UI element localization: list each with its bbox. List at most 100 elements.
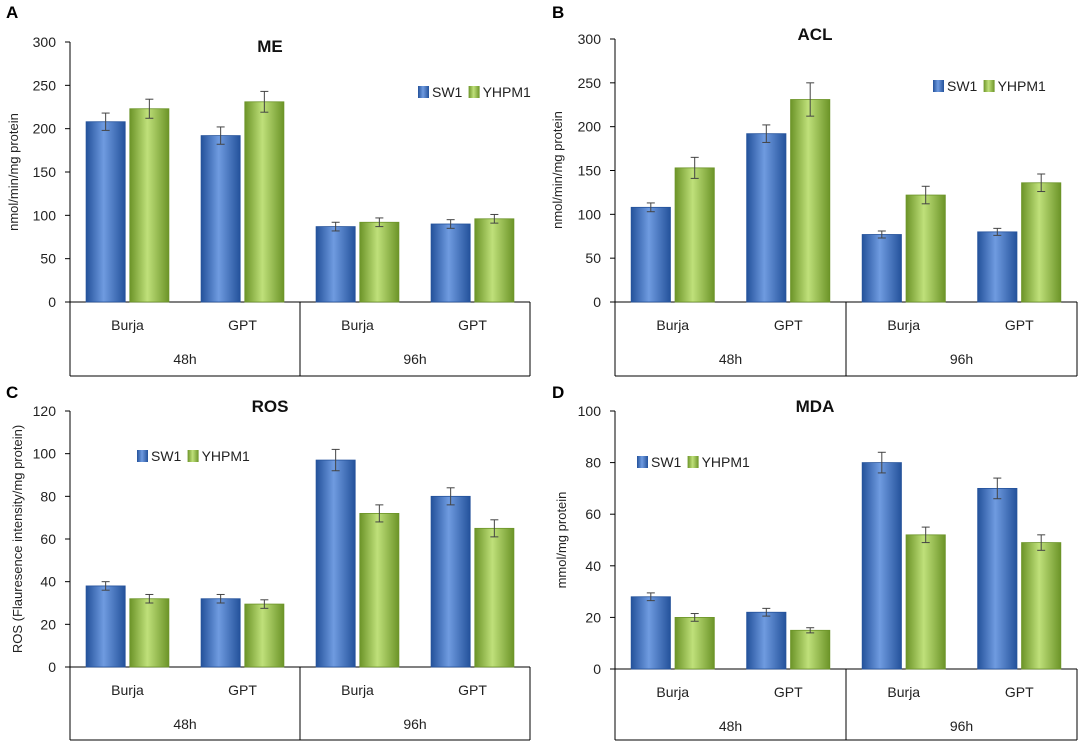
chart-title: ROS <box>252 397 289 416</box>
y-tick-label: 60 <box>40 531 56 547</box>
chart-title: ME <box>257 37 283 56</box>
bar-yhpm1-burja-48h <box>674 617 715 670</box>
bar-sw1-burja-48h <box>85 121 126 303</box>
legend-label-sw1: SW1 <box>151 448 182 464</box>
legend: SW1 YHPM1 <box>418 84 531 100</box>
bar-yhpm1-burja-48h <box>129 108 170 303</box>
y-tick-label: 20 <box>585 609 601 625</box>
y-tick-label: 250 <box>578 75 602 91</box>
bar-sw1-burja-96h <box>861 462 902 670</box>
x-category-label: Burja <box>341 682 374 698</box>
bar-yhpm1-burja-96h <box>905 534 946 670</box>
bar-sw1-gpt-96h <box>977 487 1018 670</box>
x-category-label: GPT <box>228 682 257 698</box>
bar-yhpm1-burja-96h <box>359 513 400 668</box>
y-tick-label: 300 <box>33 34 57 50</box>
bar-sw1-burja-48h <box>630 596 671 670</box>
legend-label-yhpm1: YHPM1 <box>483 84 531 100</box>
y-tick-label: 100 <box>33 446 57 462</box>
chart-panel-d: D 0 20 40 60 80 100 Burja GPT Burja GPT 48h 96h MDA mm… <box>552 383 1078 741</box>
x-category-label: GPT <box>228 317 257 333</box>
legend-swatch-sw1 <box>933 80 944 92</box>
x-category-label: Burja <box>656 684 689 700</box>
bar-yhpm1-gpt-48h <box>244 603 285 668</box>
y-tick-label: 120 <box>33 403 57 419</box>
x-group-label: 96h <box>950 718 973 734</box>
legend-swatch-yhpm1 <box>687 456 699 468</box>
y-axis-label: nmol/min/mg protein <box>550 111 565 229</box>
bar-yhpm1-gpt-96h <box>1021 182 1062 303</box>
y-tick-label: 0 <box>48 659 56 675</box>
x-category-label: Burja <box>656 317 689 333</box>
x-category-label: GPT <box>458 317 487 333</box>
bar-yhpm1-burja-48h <box>674 167 715 303</box>
x-group-label: 48h <box>173 716 196 732</box>
y-tick-label: 80 <box>585 455 601 471</box>
x-category-label: Burja <box>341 317 374 333</box>
bar-sw1-gpt-96h <box>430 223 471 303</box>
bar-yhpm1-burja-48h <box>129 598 170 668</box>
legend-label-yhpm1: YHPM1 <box>202 448 250 464</box>
x-group-label: 96h <box>403 716 426 732</box>
bar-sw1-gpt-96h <box>977 231 1018 303</box>
bar-yhpm1-gpt-96h <box>474 218 515 303</box>
y-tick-label: 200 <box>578 119 602 135</box>
y-tick-label: 0 <box>48 294 56 310</box>
legend-swatch-sw1 <box>418 86 429 98</box>
x-group-label: 96h <box>950 351 973 367</box>
panel-letter: A <box>6 3 18 22</box>
y-tick-label: 250 <box>33 77 57 93</box>
legend: SW1 YHPM1 <box>933 78 1046 94</box>
legend-swatch-yhpm1 <box>468 86 480 98</box>
y-tick-label: 300 <box>578 31 602 47</box>
bar-sw1-gpt-48h <box>200 135 241 303</box>
x-group-label: 48h <box>719 351 742 367</box>
bar-yhpm1-gpt-96h <box>474 527 515 668</box>
chart-panel-c: C 0 20 40 60 80 100 120 Burja GPT Burja GPT 48h 96h RO… <box>6 383 531 741</box>
y-tick-label: 150 <box>578 163 602 179</box>
bar-yhpm1-burja-96h <box>905 194 946 303</box>
x-group-label: 96h <box>403 351 426 367</box>
x-category-label: Burja <box>887 317 920 333</box>
y-tick-label: 150 <box>33 164 57 180</box>
bar-sw1-gpt-48h <box>746 611 787 670</box>
y-tick-label: 100 <box>578 403 602 419</box>
x-category-label: GPT <box>458 682 487 698</box>
y-axis-label: ROS (Flauresence intensity/mg protein) <box>10 425 25 653</box>
legend-label-sw1: SW1 <box>651 454 682 470</box>
x-category-label: Burja <box>111 682 144 698</box>
x-category-label: GPT <box>774 684 803 700</box>
y-tick-label: 60 <box>585 506 601 522</box>
bar-yhpm1-gpt-96h <box>1021 542 1062 670</box>
legend-label-sw1: SW1 <box>432 84 463 100</box>
legend-label-yhpm1: YHPM1 <box>998 78 1046 94</box>
chart-title: MDA <box>796 397 835 416</box>
y-tick-label: 100 <box>33 207 57 223</box>
bar-sw1-gpt-96h <box>430 495 471 668</box>
y-axis-label: mmol/mg protein <box>554 492 569 589</box>
panel-letter: C <box>6 383 18 402</box>
legend-swatch-yhpm1 <box>983 80 995 92</box>
legend: SW1 YHPM1 <box>637 454 750 470</box>
chart-title: ACL <box>798 25 833 44</box>
legend-label-sw1: SW1 <box>947 78 978 94</box>
y-tick-label: 40 <box>40 574 56 590</box>
bar-sw1-gpt-48h <box>200 598 241 668</box>
y-tick-label: 20 <box>40 616 56 632</box>
y-tick-label: 0 <box>593 661 601 677</box>
bar-sw1-burja-48h <box>630 206 671 303</box>
x-category-label: GPT <box>1005 684 1034 700</box>
legend-swatch-yhpm1 <box>187 450 199 462</box>
bar-sw1-burja-96h <box>861 234 902 303</box>
panel-letter: D <box>552 383 564 402</box>
bar-yhpm1-gpt-48h <box>244 101 285 303</box>
y-tick-label: 200 <box>33 121 57 137</box>
x-group-label: 48h <box>173 351 196 367</box>
legend-swatch-sw1 <box>637 456 648 468</box>
chart-panel-a: A 0 50 100 150 200 250 300 Burja GPT Burja GPT 48h 96… <box>6 3 531 377</box>
legend-swatch-sw1 <box>137 450 148 462</box>
bar-sw1-burja-96h <box>315 226 356 303</box>
legend-label-yhpm1: YHPM1 <box>702 454 750 470</box>
bar-yhpm1-burja-96h <box>359 221 400 303</box>
